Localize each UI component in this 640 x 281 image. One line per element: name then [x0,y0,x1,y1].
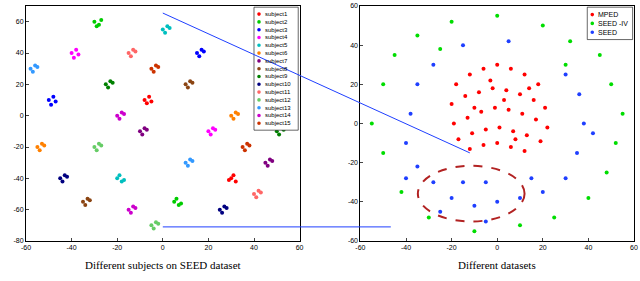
svg-text:-60: -60 [21,244,31,251]
svg-text:40: 40 [585,244,593,251]
svg-text:0: 0 [495,244,499,251]
svg-text:60: 60 [296,244,304,251]
svg-text:subject11: subject11 [265,89,291,95]
svg-text:60: 60 [350,2,358,9]
svg-text:-60: -60 [355,244,365,251]
svg-text:20: 20 [350,81,358,88]
svg-text:-60: -60 [348,237,358,244]
svg-text:SEED -IV: SEED -IV [598,20,628,27]
svg-text:-20: -20 [447,244,457,251]
svg-text:subject13: subject13 [265,105,291,111]
svg-text:MPED: MPED [598,11,618,18]
svg-text:Different subjects on SEED dat: Different subjects on SEED dataset [85,259,241,271]
svg-text:40: 40 [16,49,24,56]
svg-text:0: 0 [354,120,358,127]
svg-text:60: 60 [630,244,638,251]
svg-text:20: 20 [205,244,213,251]
svg-text:subject8: subject8 [265,66,288,72]
svg-text:20: 20 [539,244,547,251]
svg-text:subject1: subject1 [265,11,288,17]
svg-text:subject7: subject7 [265,58,288,64]
svg-text:0: 0 [161,244,165,251]
svg-text:Different datasets: Different datasets [458,259,536,271]
svg-text:-20: -20 [112,244,122,251]
svg-text:40: 40 [250,244,258,251]
svg-text:subject5: subject5 [265,42,288,48]
svg-text:subject15: subject15 [265,120,291,126]
svg-text:-40: -40 [67,244,77,251]
svg-text:subject9: subject9 [265,73,288,79]
svg-text:subject2: subject2 [265,19,288,25]
svg-text:subject4: subject4 [265,34,288,40]
svg-text:0: 0 [20,112,24,119]
svg-text:40: 40 [350,42,358,49]
svg-text:-20: -20 [348,159,358,166]
svg-text:-40: -40 [401,244,411,251]
svg-text:-40: -40 [348,198,358,205]
svg-text:-40: -40 [13,175,23,182]
svg-text:-20: -20 [13,143,23,150]
svg-text:subject12: subject12 [265,97,291,103]
svg-text:SEED: SEED [598,29,617,36]
svg-text:20: 20 [16,81,24,88]
svg-text:subject3: subject3 [265,27,288,33]
svg-text:-80: -80 [13,237,23,244]
svg-text:subject10: subject10 [265,81,291,87]
svg-text:-60: -60 [13,206,23,213]
svg-text:subject6: subject6 [265,50,288,56]
svg-text:subject14: subject14 [265,112,291,118]
svg-text:60: 60 [16,18,24,25]
